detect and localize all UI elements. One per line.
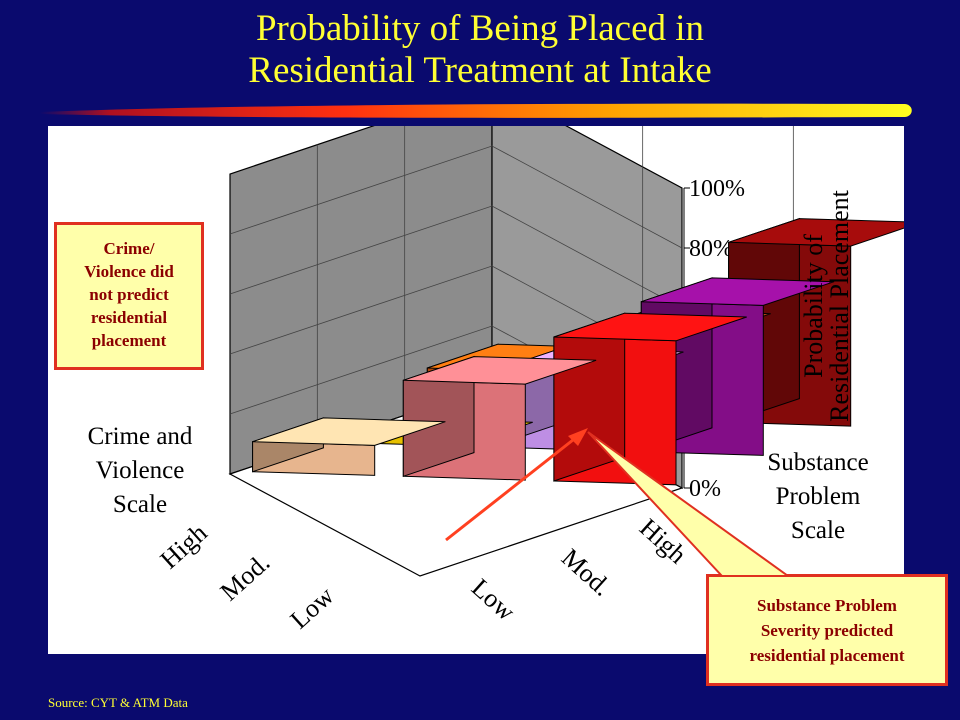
z-tick-label: 80% xyxy=(689,236,733,262)
crime-callout-line-4: residential xyxy=(90,308,168,327)
substance-callout: Substance Problem Severity predicted res… xyxy=(706,574,948,686)
z-axis-title: Probability of xyxy=(799,234,828,378)
crime-axis-title: Violence xyxy=(96,457,185,484)
bar-crime-low-substance-high-top xyxy=(553,312,747,342)
substance-callout-line-3: residential placement xyxy=(749,646,905,665)
crime-callout-line-5: placement xyxy=(91,331,167,350)
substance-category-label: Low xyxy=(466,573,521,627)
crime-callout-line-3: not predict xyxy=(89,285,169,304)
slide-title: Probability of Being Placed in Residenti… xyxy=(0,8,960,92)
bar-crime-low-substance-mod-top xyxy=(403,356,597,385)
substance-axis-title: Problem xyxy=(776,483,861,510)
substance-category-label: Mod. xyxy=(556,543,617,602)
substance-category-label: High xyxy=(634,513,692,569)
crime-category-label: High xyxy=(155,518,213,574)
crime-callout-line-2: Violence did xyxy=(84,262,174,281)
z-tick-label: 100% xyxy=(689,176,745,202)
crime-category-label: Mod. xyxy=(215,548,276,607)
slide-title-line-2: Residential Treatment at Intake xyxy=(248,50,712,91)
z-axis-title: Residential Placement xyxy=(825,189,854,422)
substance-callout-line-2: Severity predicted xyxy=(760,621,894,640)
crime-callout: Crime/ Violence did not predict resident… xyxy=(54,222,204,370)
slide-title-line-1: Probability of Being Placed in xyxy=(255,8,705,49)
bar-crime-low-substance-low-top xyxy=(252,417,446,446)
crime-category-label: Low xyxy=(285,581,340,635)
z-tick-label: 0% xyxy=(689,476,721,502)
substance-callout-line-1: Substance Problem xyxy=(757,596,897,615)
substance-axis-title: Scale xyxy=(791,517,845,544)
crime-axis-title: Crime and xyxy=(88,423,193,450)
bar-crime-mod-substance-high-top xyxy=(641,277,835,306)
title-underline-brush xyxy=(40,103,912,118)
source-note: Source: CYT & ATM Data xyxy=(48,695,188,710)
crime-axis-title: Scale xyxy=(113,491,167,518)
substance-axis-title: Substance xyxy=(767,449,868,476)
crime-callout-line-1: Crime/ xyxy=(103,239,155,258)
